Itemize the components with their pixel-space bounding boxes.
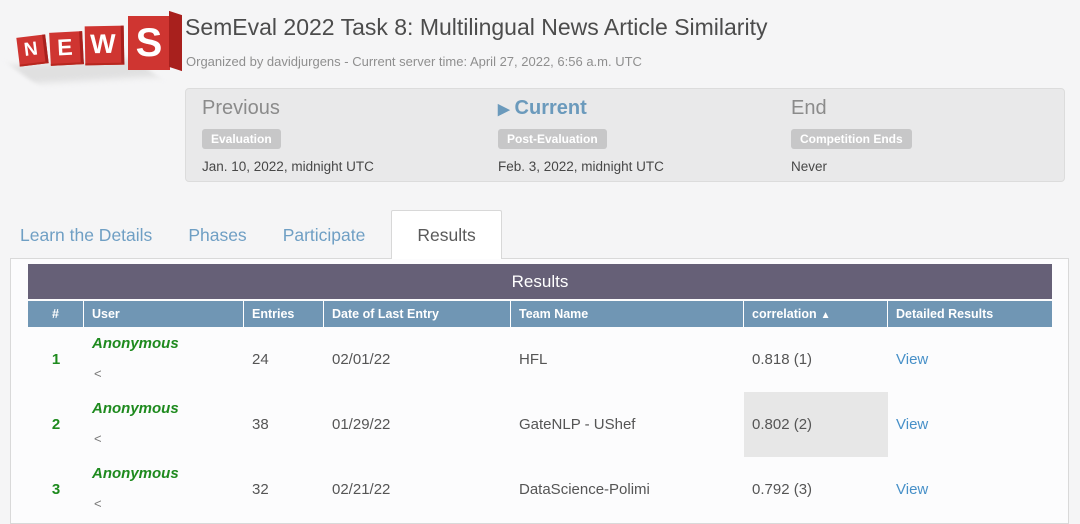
play-icon: ▶	[498, 101, 510, 118]
view-link[interactable]: View	[896, 351, 929, 368]
column-header-correlation[interactable]: correlation ▲	[744, 301, 888, 327]
column-header-entries[interactable]: Entries	[244, 301, 324, 327]
logo-letter-block: E	[49, 31, 84, 66]
phase-current: ▶ Current Post-Evaluation Feb. 3, 2022, m…	[498, 97, 664, 174]
news-logo[interactable]: N E W S	[10, 6, 182, 88]
view-link[interactable]: View	[896, 481, 929, 498]
view-link[interactable]: View	[896, 416, 929, 433]
last-entry-cell: 02/01/22	[332, 351, 391, 368]
entries-cell: 24	[252, 351, 269, 368]
tab-bar: Learn the Details Phases Participate Res…	[10, 210, 502, 259]
user-sub: <	[94, 431, 102, 446]
correlation-cell: 0.802 (2)	[744, 392, 888, 457]
results-table-title: Results	[28, 264, 1052, 299]
rank-cell: 3	[51, 481, 61, 498]
phase-previous-badge: Evaluation	[202, 129, 281, 149]
tab-results[interactable]: Results	[391, 210, 502, 259]
results-table: Results # User Entries Date of Last Entr…	[28, 264, 1052, 522]
team-name-cell: GateNLP - UShef	[519, 416, 636, 433]
user-name: Anonymous	[92, 465, 179, 482]
team-name-cell: DataScience-Polimi	[519, 481, 650, 498]
logo-cube-side	[169, 10, 182, 72]
team-name-cell: HFL	[519, 351, 548, 368]
correlation-cell: 0.792 (3)	[752, 481, 813, 498]
phase-end-label: End	[791, 97, 827, 119]
phase-end: End Competition Ends Never	[791, 97, 912, 174]
logo-letter-block: S	[128, 16, 170, 70]
phase-current-badge: Post-Evaluation	[498, 129, 607, 149]
column-header-date[interactable]: Date of Last Entry	[324, 301, 511, 327]
table-row: 1 Anonymous < 24 02/01/22 HFL 0.818 (1) …	[28, 327, 1052, 392]
user-cell: Anonymous <	[84, 457, 244, 522]
tab-phases[interactable]: Phases	[188, 225, 247, 245]
phase-previous: Previous Evaluation Jan. 10, 2022, midni…	[202, 97, 374, 174]
tab-participate[interactable]: Participate	[282, 225, 366, 245]
phase-current-date: Feb. 3, 2022, midnight UTC	[498, 159, 664, 174]
detailed-results-cell: View	[888, 392, 1052, 457]
detailed-results-cell: View	[888, 327, 1052, 392]
table-row: 3 Anonymous < 32 02/21/22 DataScience-Po…	[28, 457, 1052, 522]
tab-learn-the-details[interactable]: Learn the Details	[20, 225, 153, 245]
rank-cell: 2	[51, 416, 61, 433]
phase-end-badge: Competition Ends	[791, 129, 912, 149]
column-header-team[interactable]: Team Name	[511, 301, 744, 327]
last-entry-cell: 01/29/22	[332, 416, 391, 433]
results-table-header: # User Entries Date of Last Entry Team N…	[28, 301, 1052, 327]
user-sub: <	[94, 366, 102, 381]
table-row: 2 Anonymous < 38 01/29/22 GateNLP - UShe…	[28, 392, 1052, 457]
column-header-detailed-results[interactable]: Detailed Results	[896, 307, 994, 321]
column-header-rank[interactable]: #	[28, 301, 84, 327]
user-cell: Anonymous <	[84, 392, 244, 457]
column-header-user[interactable]: User	[84, 301, 244, 327]
phase-current-label: ▶ Current	[498, 97, 587, 119]
user-name: Anonymous	[92, 335, 179, 352]
correlation-cell: 0.818 (1)	[752, 351, 813, 368]
phase-previous-date: Jan. 10, 2022, midnight UTC	[202, 159, 374, 174]
detailed-results-cell: View	[888, 457, 1052, 522]
last-entry-cell: 02/21/22	[332, 481, 391, 498]
rank-cell: 1	[51, 351, 61, 368]
entries-cell: 32	[252, 481, 269, 498]
page-subtitle: Organized by davidjurgens - Current serv…	[186, 54, 642, 69]
logo-letter-block: N	[16, 34, 49, 67]
phases-timeline: Previous Evaluation Jan. 10, 2022, midni…	[185, 88, 1065, 182]
user-sub: <	[94, 496, 102, 511]
sort-ascending-icon: ▲	[820, 310, 831, 321]
entries-cell: 38	[252, 416, 269, 433]
logo-letter-block: W	[84, 25, 125, 66]
page-title: SemEval 2022 Task 8: Multilingual News A…	[185, 14, 768, 40]
phase-previous-label: Previous	[202, 97, 280, 119]
user-cell: Anonymous <	[84, 327, 244, 392]
user-name: Anonymous	[92, 400, 179, 417]
phase-end-date: Never	[791, 159, 828, 174]
tab-content-panel: Results # User Entries Date of Last Entr…	[10, 258, 1069, 524]
